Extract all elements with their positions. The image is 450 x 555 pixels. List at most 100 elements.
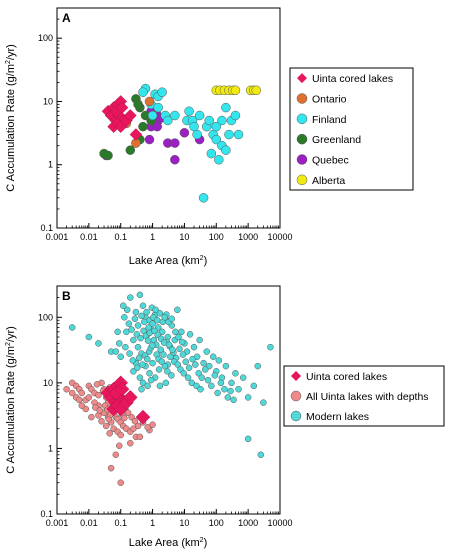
data-point <box>85 394 93 401</box>
data-point <box>143 355 151 363</box>
data-point <box>127 294 134 301</box>
data-point-diamond <box>122 390 138 405</box>
y-axis-title-b: C Accumulation Rate (g/m2/yr) <box>5 326 17 474</box>
data-point <box>204 376 212 384</box>
data-point <box>63 385 70 393</box>
data-point <box>163 115 173 126</box>
data-point <box>214 389 221 397</box>
data-point <box>160 351 167 358</box>
data-point <box>168 372 175 379</box>
data-point <box>195 370 202 377</box>
x-tick-label: 10000 <box>267 232 292 242</box>
data-point <box>185 364 193 371</box>
data-point <box>68 389 76 397</box>
data-point <box>170 138 180 148</box>
legend-box <box>289 67 414 191</box>
data-point <box>134 322 142 329</box>
legend-label: Uinta cored lakes <box>312 73 393 85</box>
panel-tag-a: A <box>62 11 71 25</box>
data-point <box>147 110 158 121</box>
data-point <box>149 342 156 349</box>
y-tick-label: 0.1 <box>40 223 53 233</box>
data-point <box>152 306 159 314</box>
x-tick-label: 100 <box>209 518 224 528</box>
y-axis-title-a: C Accumulation Rate (g/m2/yr) <box>5 44 17 192</box>
x-tick-label: 1 <box>150 232 155 242</box>
data-point <box>125 145 136 155</box>
y-tick-label: 10 <box>43 96 53 106</box>
data-point <box>144 134 155 145</box>
x-tick-label: 0.001 <box>46 518 69 528</box>
data-point <box>144 337 152 344</box>
data-point <box>158 358 166 365</box>
data-point <box>112 348 120 355</box>
x-axis-title-b: Lake Area (km2) <box>129 537 208 549</box>
data-point <box>179 351 187 358</box>
legend-marker <box>290 390 302 402</box>
data-point <box>112 451 120 459</box>
data-point <box>188 379 196 387</box>
data-point <box>144 424 151 431</box>
data-point <box>230 110 241 121</box>
data-point <box>189 121 199 132</box>
data-point <box>131 315 139 322</box>
x-tick-label: 0.01 <box>80 518 98 528</box>
y-tick-label: 10 <box>43 378 53 388</box>
data-point <box>170 154 180 165</box>
data-point <box>139 379 147 387</box>
data-point <box>78 389 86 397</box>
data-point-diamond <box>114 381 130 397</box>
data-point <box>184 106 194 117</box>
data-point <box>96 407 104 414</box>
data-point <box>141 318 148 326</box>
data-point <box>235 385 242 393</box>
y-tick-label: 1 <box>48 443 53 453</box>
data-point-diamond <box>129 128 143 141</box>
data-point <box>222 362 230 370</box>
data-point <box>76 396 83 404</box>
data-point <box>214 154 224 165</box>
data-point <box>134 422 142 430</box>
data-point <box>230 396 237 404</box>
data-point-diamond <box>135 409 151 425</box>
data-point <box>157 346 164 353</box>
data-point <box>95 340 102 347</box>
data-point <box>180 370 187 377</box>
legend-label: Ontario <box>312 94 347 106</box>
points-b <box>63 291 274 486</box>
data-point <box>144 382 151 390</box>
data-point <box>190 343 198 351</box>
legend-label: All Uinta lakes with depths <box>306 391 429 403</box>
data-point <box>165 341 173 349</box>
data-point <box>138 312 145 320</box>
panel-a: A 0.001 0.01 0.1 1 10 100 1000 10000 0.1 1 10 100 L… <box>5 7 414 267</box>
data-point <box>161 314 168 321</box>
data-point <box>178 338 186 346</box>
legend-label: Quebec <box>312 155 349 167</box>
data-point <box>147 376 155 384</box>
data-point <box>176 345 183 353</box>
legend-label: Greenland <box>312 134 361 146</box>
data-point <box>221 102 231 113</box>
data-point <box>198 374 206 381</box>
legend-label: Uinta cored lakes <box>306 371 387 383</box>
data-point <box>267 343 274 351</box>
data-point <box>182 358 189 365</box>
data-point <box>136 374 144 381</box>
data-point <box>227 387 234 395</box>
legend-label: Modern lakes <box>306 411 369 423</box>
data-point <box>224 394 232 401</box>
data-point <box>124 409 132 417</box>
data-point <box>131 417 139 425</box>
data-point <box>196 336 203 344</box>
x-tick-label: 0.1 <box>114 232 127 242</box>
data-point <box>114 328 121 336</box>
legend-label: Alberta <box>312 175 345 187</box>
data-point <box>136 291 144 299</box>
data-point <box>149 320 156 327</box>
legend-marker-diamond <box>297 73 307 84</box>
data-point <box>228 379 235 387</box>
legend-label: Finland <box>312 114 347 126</box>
x-tick-label: 1 <box>150 518 155 528</box>
data-point <box>260 399 267 406</box>
